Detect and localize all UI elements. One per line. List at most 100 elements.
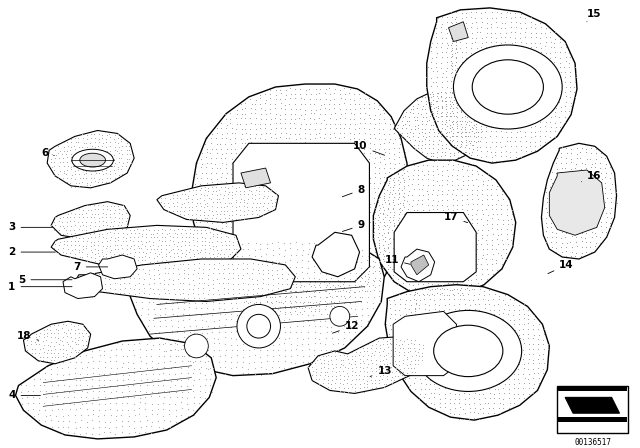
- Point: [173, 261, 183, 268]
- Point: [59, 147, 69, 155]
- Point: [447, 211, 457, 218]
- Point: [451, 38, 461, 45]
- Point: [275, 272, 285, 280]
- Point: [449, 364, 459, 371]
- Point: [490, 370, 500, 378]
- Point: [245, 293, 255, 301]
- Point: [528, 384, 538, 391]
- Point: [449, 310, 460, 317]
- Point: [305, 215, 315, 222]
- Point: [378, 236, 388, 243]
- Point: [506, 207, 516, 214]
- Point: [513, 361, 524, 368]
- Point: [374, 249, 385, 256]
- Point: [128, 237, 138, 245]
- Point: [253, 190, 264, 198]
- Point: [415, 322, 425, 329]
- Point: [420, 375, 431, 382]
- Point: [403, 349, 413, 356]
- Point: [379, 207, 389, 214]
- Point: [250, 352, 260, 359]
- Point: [290, 359, 300, 366]
- Point: [247, 194, 257, 202]
- Point: [324, 195, 335, 202]
- Point: [433, 171, 443, 178]
- Point: [250, 294, 260, 301]
- Point: [333, 305, 343, 312]
- Point: [486, 138, 497, 146]
- Point: [314, 90, 324, 97]
- Point: [74, 163, 84, 170]
- Point: [385, 125, 395, 132]
- Point: [172, 393, 182, 400]
- Point: [409, 356, 419, 363]
- Point: [335, 352, 346, 359]
- Point: [444, 341, 454, 349]
- Point: [456, 89, 467, 96]
- Point: [258, 195, 268, 202]
- Point: [301, 224, 311, 231]
- Point: [181, 246, 191, 254]
- Point: [455, 292, 465, 299]
- Point: [442, 64, 452, 71]
- Point: [45, 365, 56, 372]
- Point: [452, 167, 463, 174]
- Point: [202, 179, 212, 186]
- Point: [362, 287, 372, 294]
- Point: [531, 103, 541, 110]
- Point: [114, 260, 124, 267]
- Point: [121, 234, 131, 241]
- Point: [457, 271, 467, 278]
- Point: [436, 231, 447, 238]
- Point: [111, 358, 121, 365]
- Point: [448, 230, 458, 237]
- Point: [538, 356, 548, 363]
- Point: [185, 229, 195, 236]
- Point: [500, 380, 510, 387]
- Point: [49, 213, 60, 220]
- Point: [444, 359, 454, 366]
- Point: [166, 377, 176, 384]
- Point: [468, 359, 479, 366]
- Point: [236, 144, 246, 151]
- Point: [271, 160, 281, 168]
- Point: [465, 78, 476, 86]
- Point: [177, 341, 188, 349]
- Point: [390, 330, 400, 337]
- Point: [261, 204, 271, 211]
- Point: [87, 376, 97, 383]
- Point: [442, 166, 452, 173]
- Point: [304, 345, 314, 353]
- Point: [305, 110, 316, 117]
- Point: [521, 84, 531, 91]
- Point: [435, 390, 445, 397]
- Point: [305, 189, 316, 196]
- Point: [333, 335, 343, 342]
- Point: [207, 190, 217, 198]
- Point: [129, 406, 140, 413]
- Point: [58, 167, 68, 174]
- Point: [164, 253, 175, 260]
- Point: [423, 196, 433, 203]
- Point: [419, 394, 429, 401]
- Point: [192, 229, 202, 237]
- Point: [305, 203, 315, 210]
- Point: [116, 219, 127, 226]
- Point: [432, 166, 442, 173]
- Point: [105, 167, 115, 174]
- Point: [316, 179, 326, 186]
- Point: [370, 150, 380, 157]
- Point: [216, 214, 227, 221]
- Point: [93, 412, 103, 419]
- Point: [147, 389, 157, 396]
- Point: [134, 417, 145, 424]
- Point: [546, 92, 556, 99]
- Point: [329, 129, 339, 137]
- Point: [251, 239, 261, 246]
- Point: [202, 334, 212, 341]
- Point: [113, 250, 124, 257]
- Point: [342, 247, 352, 254]
- Point: [418, 113, 428, 121]
- Point: [87, 399, 97, 406]
- Point: [291, 155, 301, 163]
